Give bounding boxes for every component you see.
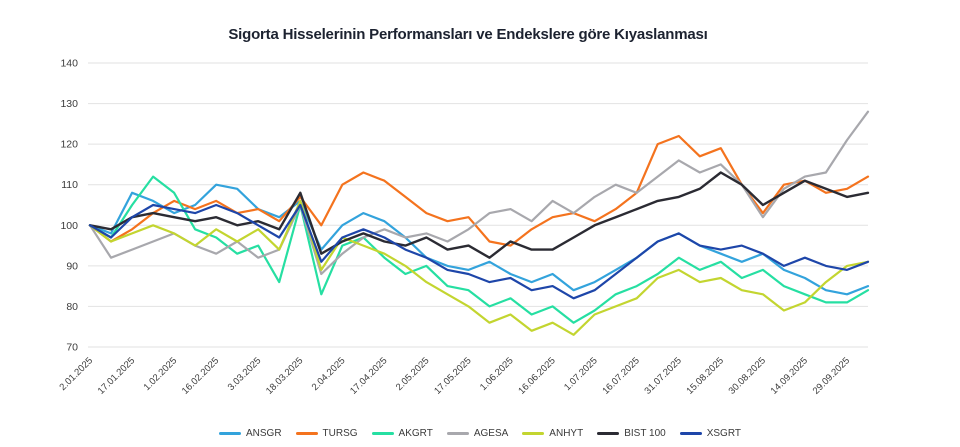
x-axis-tick-label: 1.07.2025: [562, 355, 600, 393]
legend-swatch-icon: [371, 432, 394, 435]
series-line-ansgr: [88, 183, 870, 296]
legend-item-akgrt: AKGRT: [371, 428, 433, 439]
x-axis-tick-label: 14.09.2025: [769, 355, 810, 396]
legend-label: BIST 100: [624, 428, 666, 439]
x-axis-tick-label: 2.05.2025: [394, 355, 432, 393]
chart-title: Sigorta Hisselerinin Performansları ve E…: [228, 26, 708, 43]
x-axis-tick-label: 15.08.2025: [685, 355, 726, 396]
x-axis-tick-label: 17.01.2025: [96, 355, 137, 396]
series-line-anhyt: [88, 199, 870, 336]
legend-label: AGESA: [473, 428, 509, 439]
legend-label: ANSGR: [245, 428, 282, 439]
legend-item-bist-100: BIST 100: [597, 428, 666, 439]
x-axis-tick-label: 16.02.2025: [180, 355, 221, 396]
y-axis-tick-label: 120: [60, 139, 78, 151]
legend-swatch-icon: [522, 432, 545, 435]
legend-swatch-icon: [597, 432, 620, 435]
x-axis-tick-label: 2.04.2025: [310, 355, 348, 393]
legend-item-tursg: TURSG: [295, 428, 358, 439]
x-axis-tick-label: 16.06.2025: [516, 355, 557, 396]
y-axis-tick-label: 100: [60, 220, 78, 232]
y-axis-tick-label: 80: [66, 301, 78, 313]
x-axis-tick-label: 1.02.2025: [142, 355, 180, 393]
x-axis-tick-label: 17.04.2025: [348, 355, 389, 396]
legend-swatch-icon: [295, 432, 318, 435]
x-axis-tick-label: 1.06.2025: [478, 355, 516, 393]
legend-label: ANHYT: [549, 428, 584, 439]
legend-swatch-icon: [218, 432, 241, 435]
legend-swatch-icon: [679, 432, 702, 435]
x-axis-tick-label: 16.07.2025: [600, 355, 641, 396]
chart-legend: ANSGR TURSG AKGRT AGESA ANHYT BIST 100 XSGRT: [0, 428, 960, 439]
y-axis-tick-label: 110: [61, 179, 78, 191]
x-axis-tick-label: 30.08.2025: [727, 355, 768, 396]
y-axis-tick-label: 140: [60, 58, 78, 70]
legend-label: AKGRT: [398, 428, 433, 439]
x-axis-tick-label: 29.09.2025: [811, 355, 852, 396]
x-axis-tick-label: 17.05.2025: [432, 355, 473, 396]
series-line-xsgrt: [88, 203, 870, 300]
legend-swatch-icon: [446, 432, 469, 435]
x-axis-tick-label: 31.07.2025: [642, 355, 683, 396]
y-axis-tick-label: 90: [66, 260, 78, 272]
legend-label: TURSG: [322, 428, 358, 439]
legend-label: XSGRT: [706, 428, 741, 439]
x-axis-tick-label: 18.03.2025: [264, 355, 305, 396]
legend-item-ansgr: ANSGR: [218, 428, 282, 439]
series-line-tursg: [88, 134, 870, 247]
series-line-akgrt: [88, 175, 870, 324]
legend-item-agesa: AGESA: [446, 428, 509, 439]
y-axis-tick-label: 70: [66, 342, 78, 354]
legend-item-anhyt: ANHYT: [522, 428, 583, 439]
line-chart: 70 80 90 100 110 120 130 140 2.01.2025 17.01.2025…: [57, 58, 870, 397]
series-line-bist-100: [88, 171, 870, 259]
x-axis-tick-label: 3.03.2025: [226, 355, 264, 393]
y-axis-tick-label: 130: [60, 98, 78, 110]
legend-item-xsgrt: XSGRT: [679, 428, 741, 439]
x-axis-tick-label: 2.01.2025: [57, 355, 95, 393]
